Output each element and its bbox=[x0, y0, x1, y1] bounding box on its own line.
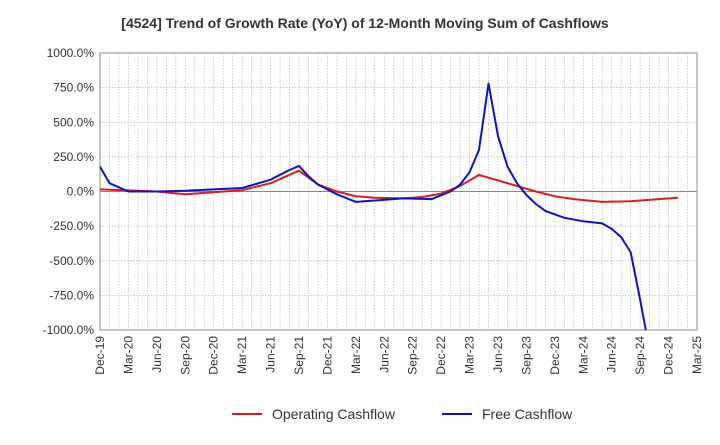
y-tick-label: -1000.0% bbox=[43, 323, 95, 337]
y-tick-label: -500.0% bbox=[49, 254, 94, 268]
x-tick-label: Dec-22 bbox=[434, 336, 448, 375]
x-tick-label: Mar-21 bbox=[235, 336, 249, 374]
x-tick-label: Mar-20 bbox=[121, 336, 135, 374]
y-tick-label: -750.0% bbox=[49, 288, 94, 302]
x-tick-label: Mar-24 bbox=[576, 336, 590, 374]
x-tick-label: Sep-22 bbox=[406, 336, 420, 375]
y-tick-label: 1000.0% bbox=[47, 46, 95, 60]
x-tick-label: Mar-25 bbox=[690, 336, 704, 374]
x-tick-label: Dec-20 bbox=[207, 336, 221, 375]
legend-label-operating-cashflow: Operating Cashflow bbox=[272, 406, 396, 422]
y-tick-label: 0.0% bbox=[67, 185, 95, 199]
x-tick-label: Jun-24 bbox=[605, 336, 619, 373]
series-line-free-cashflow bbox=[100, 82, 647, 330]
x-tick-label: Sep-23 bbox=[519, 336, 533, 375]
y-tick-label: 500.0% bbox=[53, 115, 94, 129]
y-tick-label: 750.0% bbox=[53, 81, 94, 95]
plot-border bbox=[99, 52, 698, 331]
x-tick-label: Jun-22 bbox=[377, 336, 391, 373]
chart-title: [4524] Trend of Growth Rate (YoY) of 12-… bbox=[121, 15, 609, 31]
y-tick-label: 250.0% bbox=[53, 150, 94, 164]
y-tick-label: -250.0% bbox=[49, 219, 94, 233]
x-tick-label: Dec-21 bbox=[320, 336, 334, 375]
x-tick-label: Jun-21 bbox=[264, 336, 278, 373]
x-tick-label: Sep-24 bbox=[633, 336, 647, 375]
legend-label-free-cashflow: Free Cashflow bbox=[482, 406, 573, 422]
x-tick-label: Mar-23 bbox=[463, 336, 477, 374]
x-tick-label: Dec-19 bbox=[93, 336, 107, 375]
x-tick-label: Sep-21 bbox=[292, 336, 306, 375]
legend: Operating Cashflow Free Cashflow bbox=[232, 406, 573, 422]
x-tick-label: Jun-20 bbox=[150, 336, 164, 373]
x-tick-label: Dec-24 bbox=[662, 336, 676, 375]
x-tick-label: Jun-23 bbox=[491, 336, 505, 373]
x-tick-label: Sep-20 bbox=[178, 336, 192, 375]
x-tick-label: Dec-23 bbox=[548, 336, 562, 375]
x-tick-label: Mar-22 bbox=[349, 336, 363, 374]
